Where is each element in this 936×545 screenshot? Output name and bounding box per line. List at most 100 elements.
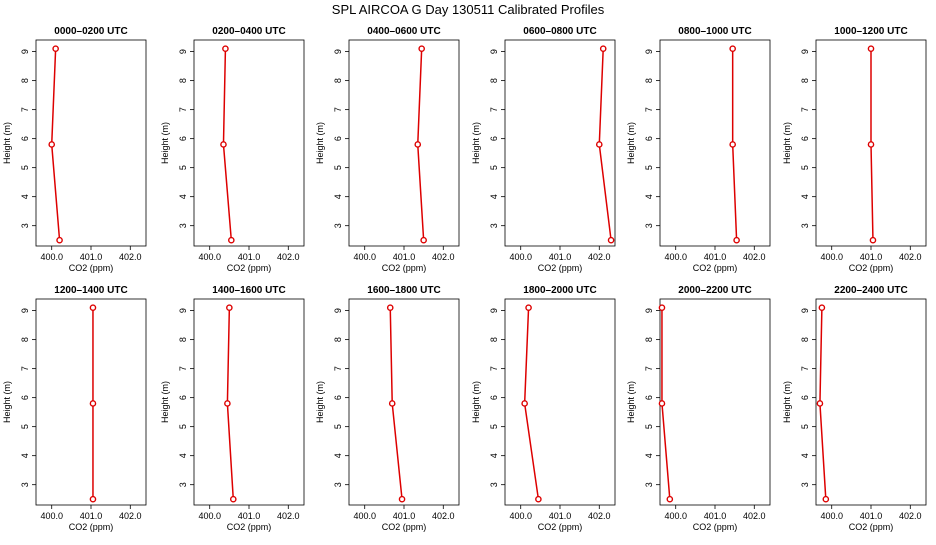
profile-point (599, 45, 607, 53)
y-tick-label: 7 (800, 107, 810, 112)
y-tick-label: 8 (333, 78, 343, 83)
profile-point (56, 236, 63, 244)
panel-3: 0600–0800 UTC 400.0 401.0 402.0 3 4 5 6 7 8 9 CO2 (… (471, 26, 616, 273)
profile-point (89, 304, 97, 312)
y-tick-label: 9 (800, 308, 810, 313)
y-tick-label: 8 (20, 78, 30, 83)
profile-point (386, 304, 394, 312)
y-tick-label: 4 (489, 194, 499, 199)
x-axis-label: CO2 (ppm) (227, 263, 272, 273)
y-axis-label: Height (m) (160, 122, 170, 164)
x-tick-label: 401.0 (860, 511, 883, 521)
y-tick-label: 4 (644, 453, 654, 458)
y-tick-label: 5 (800, 424, 810, 429)
plot-frame (504, 298, 616, 506)
y-tick-label: 8 (20, 337, 30, 342)
y-tick-label: 3 (333, 482, 343, 487)
plot-frame (815, 298, 927, 506)
panel-4: 0800–1000 UTC 400.0 401.0 402.0 3 4 5 6 7 8 9 CO2 (… (626, 26, 771, 273)
profile-point (729, 45, 736, 53)
profile-point (816, 400, 824, 407)
x-tick-label: 400.0 (509, 511, 532, 521)
y-tick-label: 3 (333, 223, 343, 228)
panel-title: 1600–1800 UTC (367, 285, 440, 296)
y-axis-label: Height (m) (782, 381, 792, 423)
x-axis-label: CO2 (ppm) (69, 522, 114, 532)
y-tick-label: 6 (333, 395, 343, 400)
y-tick-label: 3 (644, 223, 654, 228)
panel-7: 1400–1600 UTC 400.0 401.0 402.0 3 4 5 6 7 8 9 CO2 (… (160, 285, 305, 532)
plot-frame (193, 39, 305, 247)
y-tick-label: 9 (333, 49, 343, 54)
x-tick-label: 401.0 (393, 511, 416, 521)
y-tick-label: 6 (644, 136, 654, 141)
y-tick-label: 9 (178, 308, 188, 313)
y-axis-label: Height (m) (315, 381, 325, 423)
y-tick-label: 4 (20, 194, 30, 199)
x-tick-label: 400.0 (40, 252, 63, 262)
y-tick-label: 7 (644, 107, 654, 112)
y-tick-label: 7 (333, 107, 343, 112)
y-tick-label: 8 (644, 78, 654, 83)
y-axis-label: Height (m) (471, 381, 481, 423)
profile-point (220, 141, 227, 148)
x-tick-label: 400.0 (353, 252, 376, 262)
y-tick-label: 5 (489, 424, 499, 429)
x-axis-label: CO2 (ppm) (538, 522, 583, 532)
profile-point (414, 141, 422, 148)
panel-title: 0200–0400 UTC (212, 26, 285, 37)
x-tick-label: 402.0 (899, 511, 922, 521)
panel-6: 1200–1400 UTC 400.0 401.0 402.0 3 4 5 6 7 8 9 CO2 (… (2, 285, 147, 532)
y-axis-label: Height (m) (315, 122, 325, 164)
profile-point (869, 236, 877, 244)
y-tick-label: 3 (489, 223, 499, 228)
profile-point (666, 495, 674, 503)
profile-point (867, 141, 875, 148)
y-tick-label: 4 (489, 453, 499, 458)
x-tick-label: 400.0 (820, 252, 843, 262)
panel-10: 2000–2200 UTC 400.0 401.0 402.0 3 4 5 6 7 8 9 CO2 (… (626, 285, 771, 532)
y-tick-label: 5 (20, 165, 30, 170)
y-tick-label: 7 (20, 366, 30, 371)
y-tick-label: 9 (178, 49, 188, 54)
y-tick-label: 5 (333, 424, 343, 429)
profile-point (595, 141, 603, 148)
y-tick-label: 7 (489, 366, 499, 371)
x-tick-label: 400.0 (353, 511, 376, 521)
y-tick-label: 6 (800, 395, 810, 400)
y-tick-label: 6 (489, 395, 499, 400)
y-tick-label: 3 (489, 482, 499, 487)
y-tick-label: 7 (800, 366, 810, 371)
y-tick-label: 7 (178, 107, 188, 112)
y-axis-label: Height (m) (2, 122, 12, 164)
y-tick-label: 5 (489, 165, 499, 170)
y-tick-label: 3 (800, 482, 810, 487)
y-tick-label: 6 (20, 136, 30, 141)
y-tick-label: 7 (333, 366, 343, 371)
x-tick-label: 400.0 (40, 511, 63, 521)
plot-frame (659, 298, 771, 506)
x-tick-label: 400.0 (198, 511, 221, 521)
y-tick-label: 7 (489, 107, 499, 112)
y-tick-label: 9 (644, 49, 654, 54)
x-axis-label: CO2 (ppm) (849, 263, 894, 273)
y-tick-label: 4 (178, 194, 188, 199)
profile-point (822, 495, 830, 503)
y-axis-label: Height (m) (782, 122, 792, 164)
x-tick-label: 402.0 (119, 511, 142, 521)
y-tick-label: 5 (800, 165, 810, 170)
y-tick-label: 5 (178, 424, 188, 429)
plot-frame (193, 298, 305, 506)
profile-point (535, 495, 542, 503)
panel-title: 1200–1400 UTC (54, 285, 127, 296)
x-tick-label: 400.0 (198, 252, 221, 262)
x-tick-label: 401.0 (549, 511, 572, 521)
panel-title: 1400–1600 UTC (212, 285, 285, 296)
panel-2: 0400–0600 UTC 400.0 401.0 402.0 3 4 5 6 7 8 9 CO2 (… (315, 26, 460, 273)
x-tick-label: 402.0 (277, 252, 300, 262)
x-axis-label: CO2 (ppm) (69, 263, 114, 273)
y-tick-label: 8 (800, 78, 810, 83)
y-tick-label: 7 (20, 107, 30, 112)
y-tick-label: 4 (20, 453, 30, 458)
